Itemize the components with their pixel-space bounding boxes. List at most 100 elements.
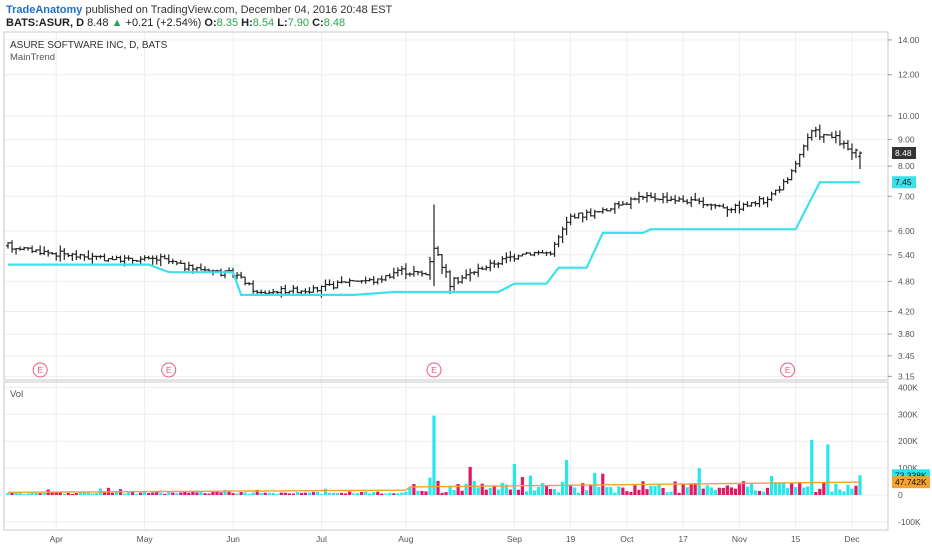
volume-bar xyxy=(6,493,10,496)
volume-bar xyxy=(404,491,408,496)
volume-bar xyxy=(436,480,440,496)
price-bar xyxy=(689,196,694,208)
volume-bar xyxy=(360,492,364,496)
price-bar xyxy=(138,256,143,264)
volume-bar xyxy=(480,483,484,496)
symbol-name[interactable]: BATS:ASUR, D xyxy=(6,17,85,29)
price-bar xyxy=(480,266,485,270)
low-value: 7.90 xyxy=(287,17,310,29)
price-bar xyxy=(765,196,770,208)
volume-bar xyxy=(42,492,46,496)
volume-bar xyxy=(761,491,766,496)
volume-ma-tag: 47.742K xyxy=(895,477,927,487)
price-bar xyxy=(419,270,424,277)
price-bar xyxy=(809,129,814,141)
price-bar xyxy=(705,203,710,207)
volume-bar xyxy=(757,490,762,496)
volume-bar xyxy=(400,492,404,496)
price-bar xyxy=(90,252,95,264)
price-bar xyxy=(492,260,497,268)
volume-bar xyxy=(826,444,830,496)
price-bar xyxy=(347,278,352,287)
volume-bar xyxy=(18,492,22,496)
volume-bar xyxy=(508,489,512,496)
volume-bar xyxy=(516,489,521,496)
volume-bar xyxy=(657,484,661,496)
volume-bar xyxy=(544,485,549,496)
volume-bar xyxy=(858,475,862,496)
volume-bar xyxy=(432,415,436,496)
volume-bar xyxy=(697,468,701,496)
volume-bar xyxy=(356,493,360,496)
volume-bar xyxy=(388,492,392,496)
price-bar xyxy=(411,265,416,277)
volume-tick-label: 300K xyxy=(898,409,918,419)
volume-bar xyxy=(191,491,195,496)
price-bar xyxy=(677,196,682,202)
price-tick-label: 4.20 xyxy=(898,306,915,316)
price-bar xyxy=(612,202,617,214)
price-bar xyxy=(82,254,87,261)
volume-bar xyxy=(725,485,729,496)
earnings-icon[interactable]: E xyxy=(32,362,48,378)
volume-bar xyxy=(291,493,295,496)
price-bar xyxy=(363,276,368,284)
price-bar xyxy=(588,208,593,217)
price-bar xyxy=(781,178,786,191)
volume-bar xyxy=(460,490,464,496)
symbol-legend: BATS:ASUR, D 8.48 ▲ +0.21 (+2.54%) O:8.3… xyxy=(6,17,345,29)
volume-bar xyxy=(380,493,384,496)
price-bar xyxy=(813,126,818,138)
volume-bar xyxy=(589,484,593,496)
earnings-icon[interactable]: E xyxy=(161,362,177,378)
price-bar xyxy=(323,279,328,292)
price-bar xyxy=(423,272,428,276)
price-bar xyxy=(500,256,505,266)
volume-bar xyxy=(179,492,183,496)
volume-bar xyxy=(577,492,581,496)
trend-line-path xyxy=(8,181,860,296)
price-bar xyxy=(448,270,453,294)
price-chart[interactable]: ASURE SOFTWARE INC, D, BATS MainTrend Vo… xyxy=(0,28,932,550)
earnings-icon[interactable]: E xyxy=(780,362,796,378)
volume-bar xyxy=(773,482,778,496)
price-bar xyxy=(26,247,31,251)
volume-bar xyxy=(352,493,356,496)
volume-bar xyxy=(175,493,179,496)
volume-bar xyxy=(641,481,645,496)
price-tick-label: 12.00 xyxy=(898,70,920,80)
price-bar xyxy=(379,275,384,283)
volume-bar xyxy=(713,489,717,496)
volume-bar xyxy=(70,493,74,496)
volume-tick-label: -100K xyxy=(898,517,921,527)
earnings-icon[interactable]: E xyxy=(426,362,442,378)
volume-bar xyxy=(500,482,504,496)
price-bar xyxy=(552,241,557,257)
price-bar xyxy=(34,249,39,253)
price-bar xyxy=(532,251,537,257)
volume-bar xyxy=(203,493,207,496)
last-price-tag: 8.48 xyxy=(895,148,912,158)
price-bar xyxy=(568,213,573,226)
volume-bar xyxy=(633,485,637,496)
price-bar xyxy=(251,280,256,294)
price-bar xyxy=(829,131,834,139)
price-bar xyxy=(58,245,63,262)
publisher-link[interactable]: TradeAnatomy xyxy=(6,4,83,16)
price-bar xyxy=(560,226,565,244)
volume-bar xyxy=(78,491,82,496)
price-bar xyxy=(797,153,802,167)
volume-bar xyxy=(786,488,790,496)
price-bar xyxy=(849,143,854,160)
price-bar xyxy=(174,260,179,266)
volume-bar xyxy=(769,475,774,496)
volume-bar xyxy=(717,487,721,496)
svg-text:E: E xyxy=(166,365,172,375)
volume-bar xyxy=(653,485,657,496)
price-bar xyxy=(70,252,75,261)
price-bar xyxy=(496,261,501,269)
volume-bar xyxy=(223,489,227,496)
price-bar xyxy=(681,195,686,203)
volume-bar xyxy=(504,484,508,496)
volume-bar xyxy=(625,491,629,496)
